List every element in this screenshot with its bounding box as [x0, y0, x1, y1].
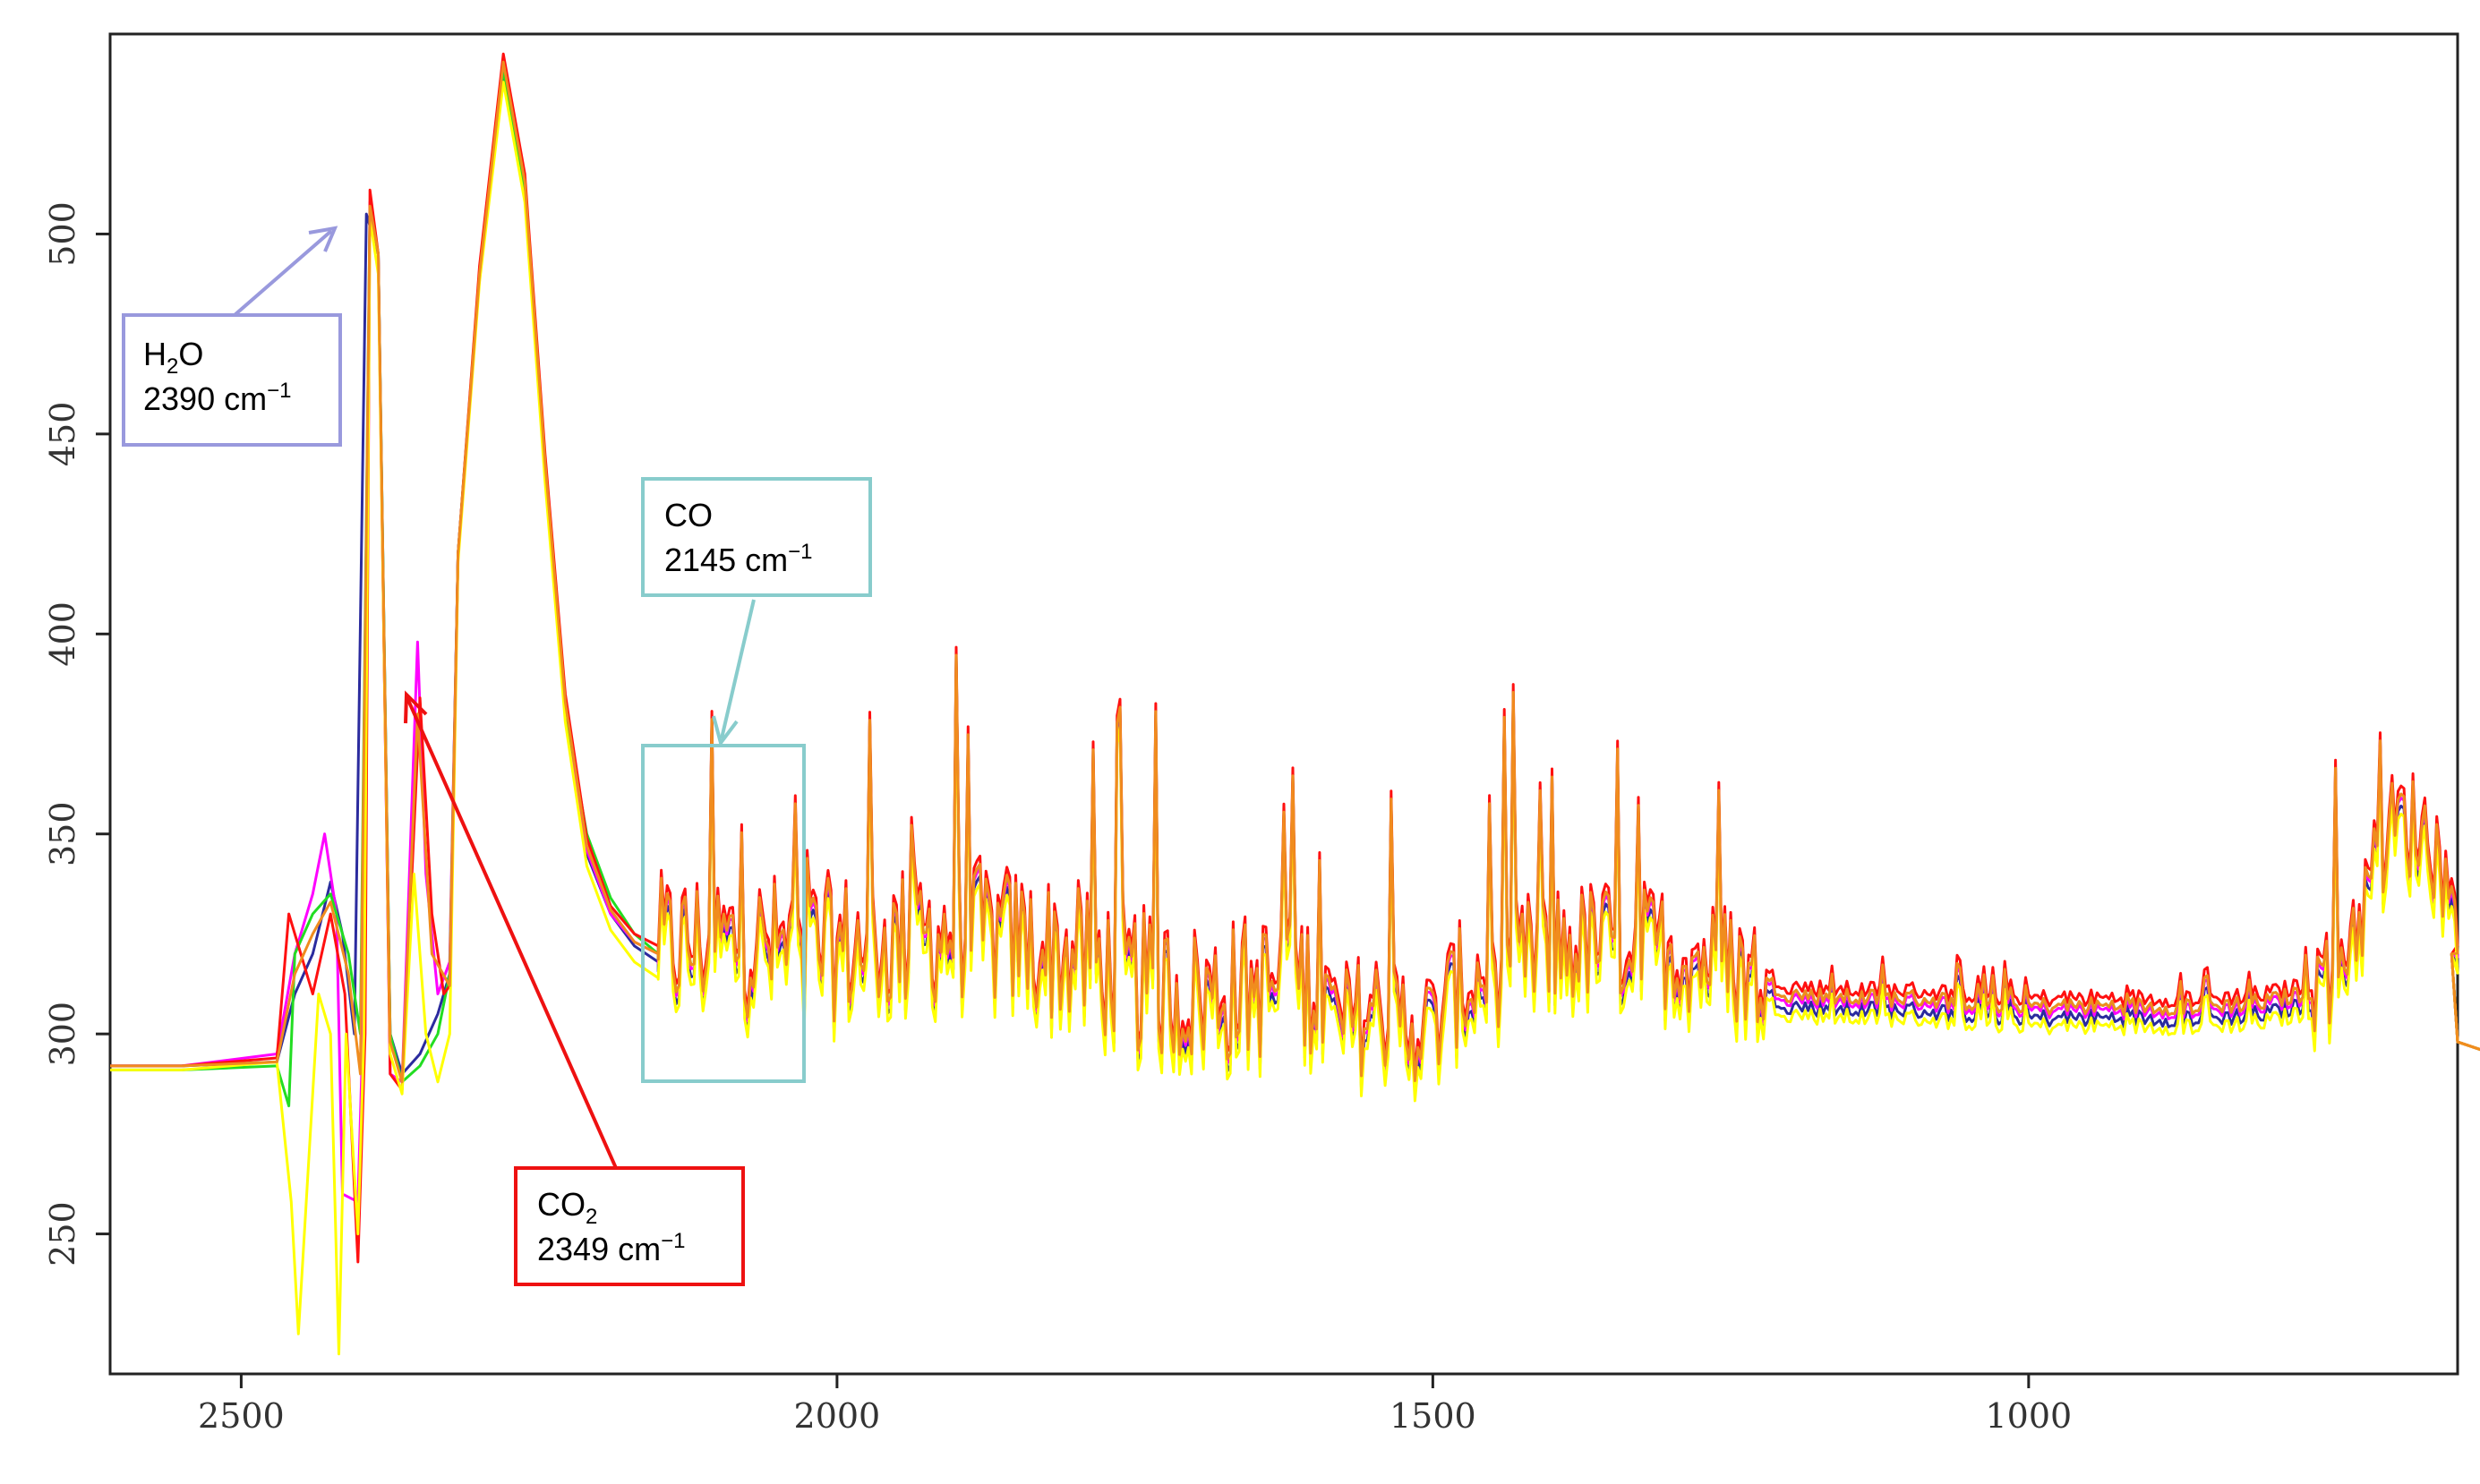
x-tick-label: 2000	[794, 1396, 881, 1436]
h2o-annotation: H2O 2390 cm−1	[122, 313, 342, 447]
co-species-label: CO	[664, 497, 713, 533]
co2-annotation-box	[514, 1166, 745, 1286]
co-arrow	[712, 599, 756, 747]
co-annotation-box	[641, 477, 872, 597]
plot-area	[108, 32, 2459, 1376]
y-tick-label: 250	[43, 1201, 82, 1267]
y-tick-label: 400	[43, 601, 82, 667]
axes: 2500 2000 1500 1000 250 300 350 400 450 500	[43, 201, 2072, 1436]
co2-wavenumber-label: 2349 cm−1	[537, 1229, 685, 1267]
series-layer	[110, 52, 2480, 1356]
x-tick-label: 2500	[198, 1396, 285, 1436]
y-tick-label: 300	[43, 1002, 82, 1067]
x-tick-label: 1500	[1390, 1396, 1476, 1436]
series-line-6	[110, 60, 2480, 1084]
y-tick-label: 350	[43, 801, 82, 866]
co-wavenumber-label: 2145 cm−1	[664, 540, 812, 578]
h2o-annotation-box	[122, 313, 342, 447]
co2-arrow	[404, 690, 618, 1169]
y-tick-label: 450	[43, 402, 82, 467]
y-tick-label: 500	[43, 201, 82, 267]
co2-species-label: CO2	[537, 1186, 597, 1229]
h2o-wavenumber-label: 2390 cm−1	[143, 379, 291, 417]
co2-annotation: CO2 2349 cm−1	[514, 1166, 745, 1286]
co-region-box	[641, 744, 806, 1083]
co-annotation: CO 2145 cm−1	[641, 477, 872, 597]
x-tick-label: 1000	[1985, 1396, 2072, 1436]
h2o-arrow	[233, 226, 338, 317]
h2o-species-label: H2O	[143, 336, 203, 379]
